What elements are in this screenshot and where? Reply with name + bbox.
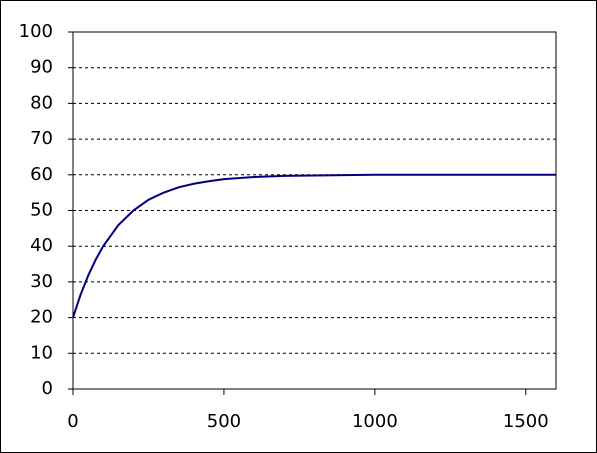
- x-tick-label: 1000: [352, 411, 398, 432]
- y-tick-label: 90: [30, 57, 53, 78]
- x-tick-label: 1500: [503, 411, 549, 432]
- y-tick-label: 50: [30, 200, 53, 221]
- y-tick-label: 60: [30, 164, 53, 185]
- y-tick-label: 40: [30, 235, 53, 256]
- y-tick-label: 10: [30, 342, 53, 363]
- x-tick-label: 500: [207, 411, 241, 432]
- y-tick-label: 80: [30, 92, 53, 113]
- y-tick-label: 100: [19, 21, 53, 42]
- y-tick-label: 70: [30, 128, 53, 149]
- y-tick-label: 30: [30, 271, 53, 292]
- plot-area: [72, 31, 557, 390]
- x-tick-label: 0: [67, 411, 78, 432]
- data-line: [72, 173, 556, 318]
- y-tick-label: 20: [30, 307, 53, 328]
- y-tick-label: 0: [42, 378, 53, 399]
